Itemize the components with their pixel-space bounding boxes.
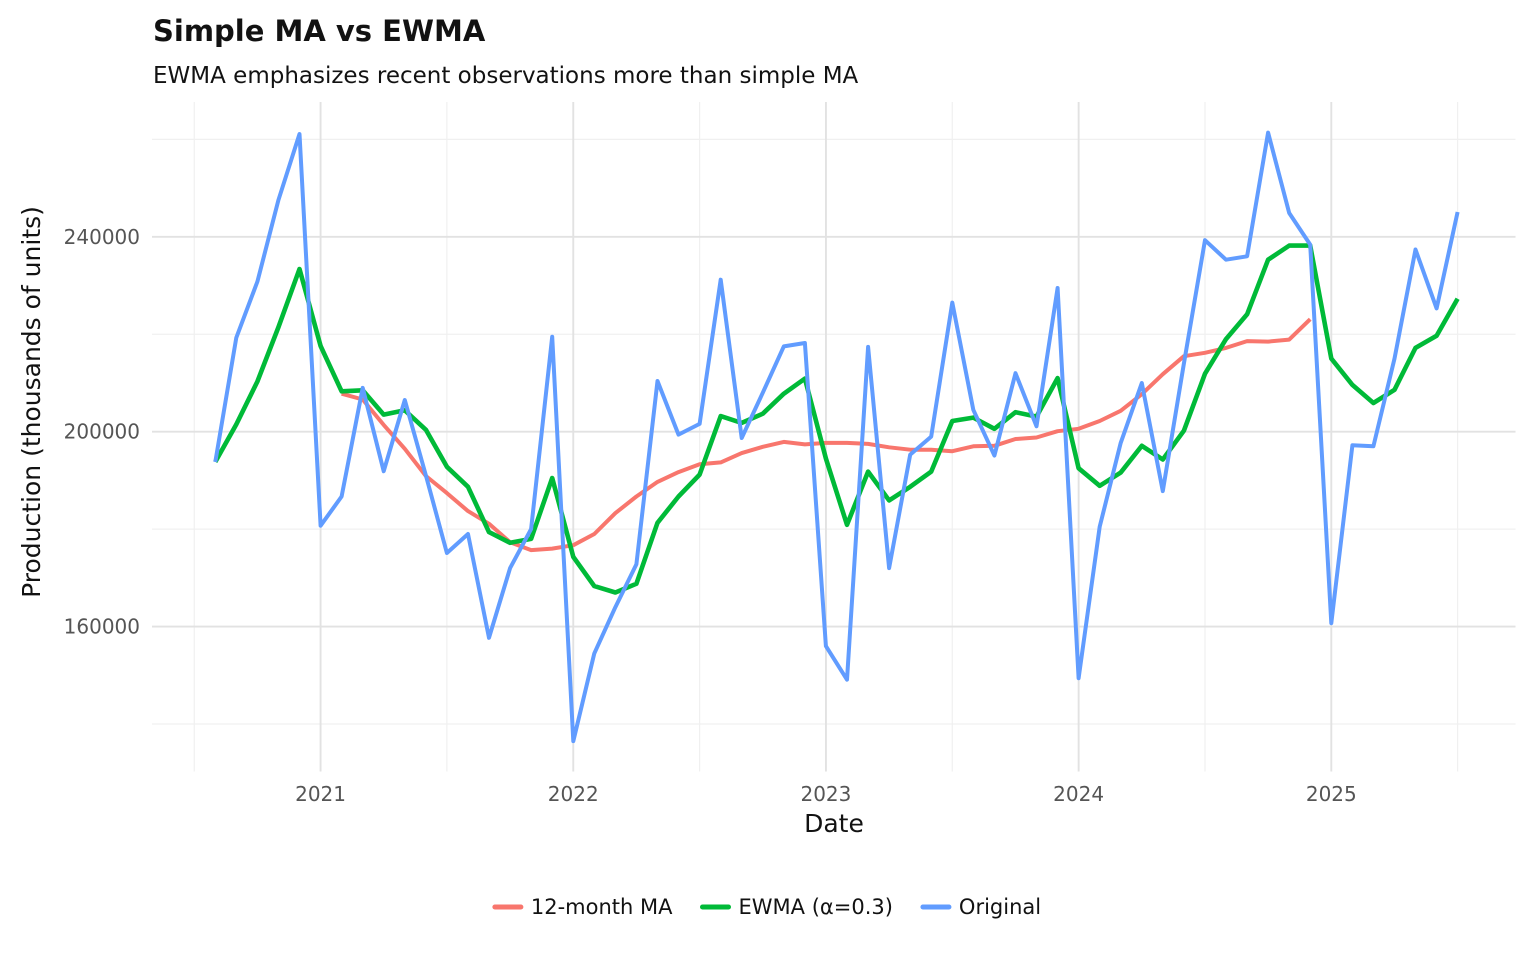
gridlines (152, 102, 1516, 772)
plot-panel (152, 102, 1516, 772)
chart-title: Simple MA vs EWMA (153, 14, 486, 48)
legend-label: EWMA (α=0.3) (739, 895, 893, 919)
series-line-original (213, 130, 1460, 744)
chart-subtitle: EWMA emphasizes recent observations more… (153, 63, 859, 89)
y-tick-label: 160000 (64, 615, 140, 639)
legend-item-original: Original (920, 895, 1041, 919)
x-tick-label: 2022 (548, 782, 599, 806)
x-tick-label: 2025 (1306, 782, 1357, 806)
x-tick-label: 2023 (800, 782, 851, 806)
series-line-ewma (213, 243, 1460, 595)
legend-label: 12-month MA (531, 895, 673, 919)
x-tick-label: 2021 (295, 782, 346, 806)
legend-item-ewma: EWMA (α=0.3) (700, 895, 893, 919)
y-axis-title: Production (thousands of units) (17, 206, 46, 598)
y-tick-label: 200000 (64, 420, 140, 444)
tick-labels: 160000 200000 240000 2021 2022 2023 2024 2025 (64, 225, 1357, 806)
series-line-ma12 (341, 317, 1312, 553)
legend-item-ma12: 12-month MA (492, 895, 673, 919)
x-tick-label: 2024 (1053, 782, 1104, 806)
y-tick-label: 240000 (64, 225, 140, 249)
legend-label: Original (959, 895, 1041, 919)
legend: 12-month MA EWMA (α=0.3) Original (492, 895, 1041, 919)
series-lines (213, 130, 1460, 744)
x-axis-title: Date (804, 809, 864, 838)
